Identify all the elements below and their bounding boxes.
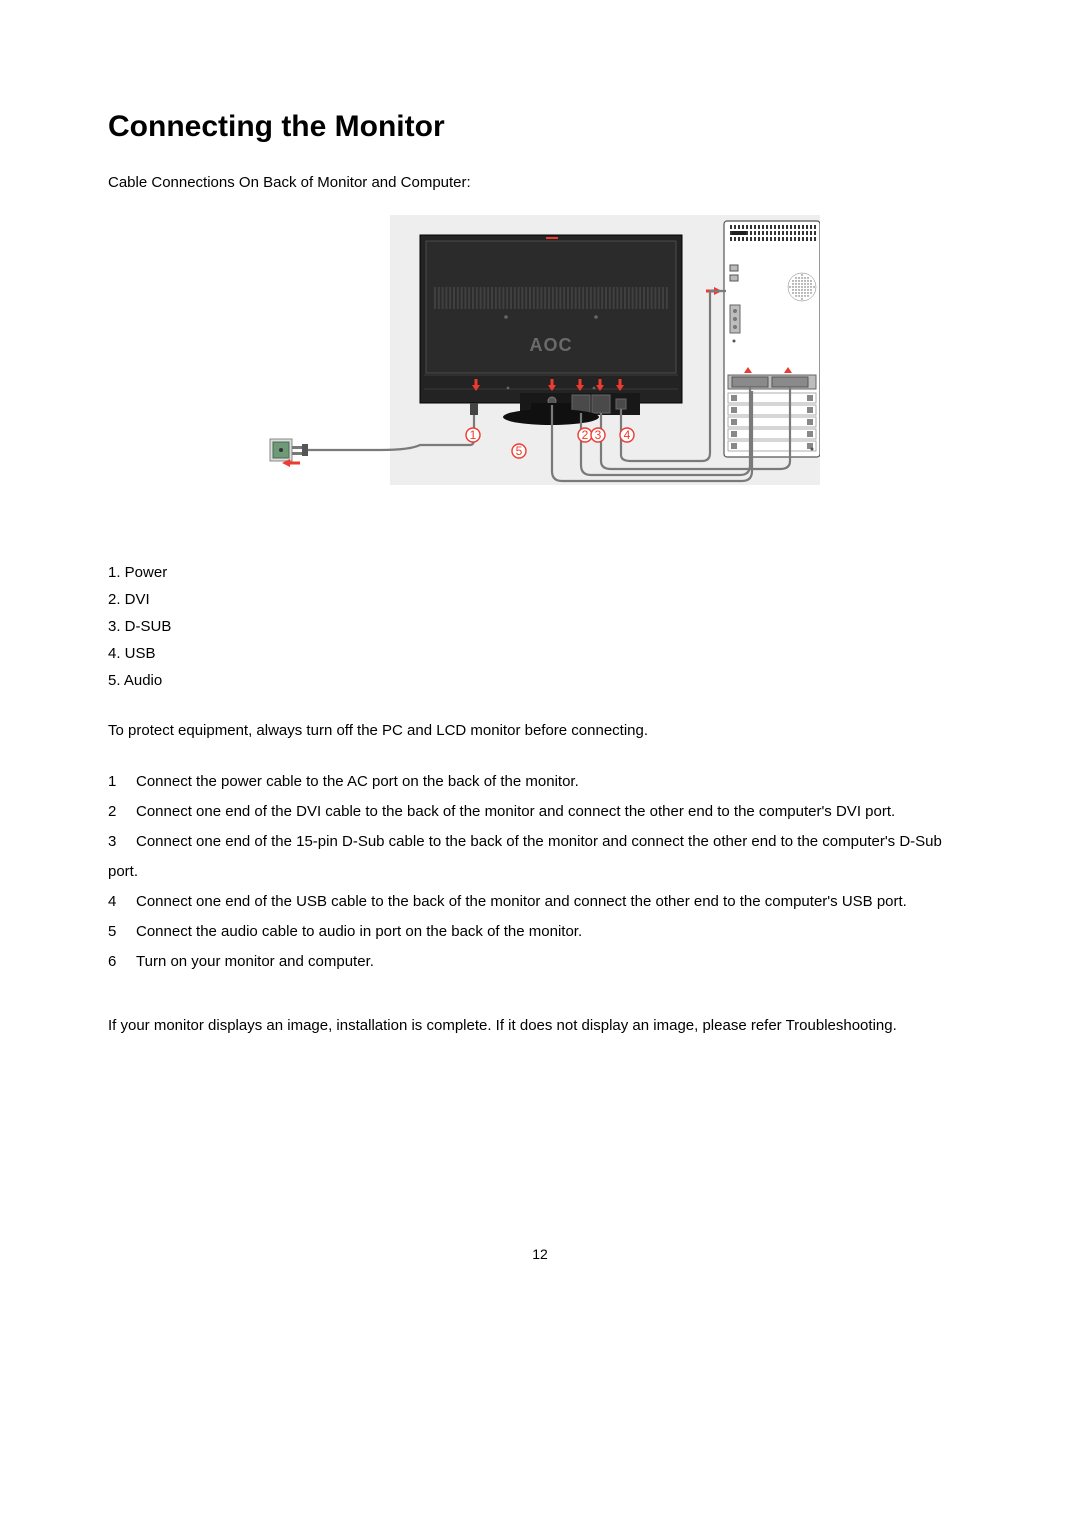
- step-item: 2Connect one end of the DVI cable to the…: [108, 797, 972, 827]
- diagram-container: AOC12345: [108, 215, 972, 499]
- subtitle-text: Cable Connections On Back of Monitor and…: [108, 174, 972, 191]
- step-item: 1Connect the power cable to the AC port …: [108, 767, 972, 797]
- page-title: Connecting the Monitor: [108, 110, 972, 144]
- port-legend-item: 1. Power: [108, 559, 972, 586]
- port-legend-item: 2. DVI: [108, 586, 972, 613]
- step-item: 3Connect one end of the 15-pin D-Sub cab…: [108, 827, 972, 887]
- port-legend-item: 5. Audio: [108, 667, 972, 694]
- step-item: 4Connect one end of the USB cable to the…: [108, 887, 972, 917]
- svg-text:2: 2: [582, 428, 589, 442]
- svg-text:5: 5: [516, 444, 523, 458]
- svg-text:1: 1: [470, 428, 477, 442]
- step-item: 5Connect the audio cable to audio in por…: [108, 917, 972, 947]
- step-list: 1Connect the power cable to the AC port …: [108, 767, 972, 977]
- warning-text: To protect equipment, always turn off th…: [108, 722, 972, 739]
- port-legend-list: 1. Power2. DVI3. D-SUB4. USB5. Audio: [108, 559, 972, 694]
- page-number: 12: [0, 1246, 1080, 1262]
- port-legend-item: 3. D-SUB: [108, 613, 972, 640]
- step-item: 6Turn on your monitor and computer.: [108, 947, 972, 977]
- svg-text:AOC: AOC: [530, 335, 573, 355]
- port-legend-item: 4. USB: [108, 640, 972, 667]
- svg-text:3: 3: [595, 428, 602, 442]
- svg-text:4: 4: [624, 428, 631, 442]
- closing-text: If your monitor displays an image, insta…: [108, 1011, 972, 1041]
- connection-diagram: AOC12345: [260, 215, 820, 499]
